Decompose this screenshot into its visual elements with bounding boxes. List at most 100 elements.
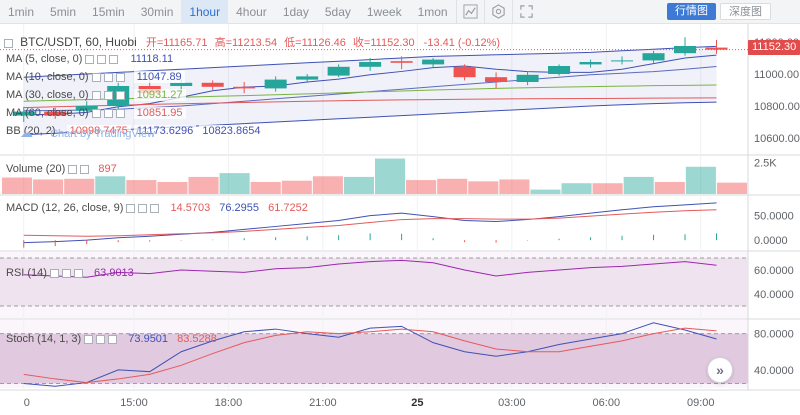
ma60-remove-icon[interactable]	[115, 108, 125, 118]
ma60-toggle-icon[interactable]	[91, 108, 101, 118]
bb-upper-value: 11173.6296	[133, 125, 197, 137]
timeframe-5min[interactable]: 5min	[50, 4, 77, 19]
candle-body	[170, 82, 193, 86]
candle-body	[642, 53, 665, 61]
macd-signal-value: 61.7252	[268, 202, 308, 214]
timeframe-30min[interactable]: 30min	[140, 4, 174, 19]
timeframe-4hour[interactable]: 4hour	[236, 4, 267, 19]
macd-label: MACD (12, 26, close, 9)	[6, 202, 124, 214]
ma30-settings-icon[interactable]	[103, 90, 113, 100]
timeframe-1day[interactable]: 1day	[282, 4, 309, 19]
ma5-toggle-icon[interactable]	[85, 54, 95, 64]
candle-body	[674, 46, 697, 54]
stoch-d-line	[23, 327, 717, 384]
settings-hex-icon[interactable]	[483, 0, 512, 24]
ma30-toggle-icon[interactable]	[91, 90, 101, 100]
candle-body	[548, 66, 571, 74]
candle-body	[264, 79, 287, 89]
candle-body	[516, 74, 539, 82]
timeframe-1week[interactable]: 1week	[366, 4, 402, 19]
ma5-remove-icon[interactable]	[109, 54, 119, 64]
toolbar: 1min 5min 15min 30min 1hour 4hour 1day 5day 1wee…	[0, 0, 800, 24]
collapse-toggle-icon[interactable]	[4, 38, 13, 48]
macd-settings-icon[interactable]	[138, 203, 148, 213]
ohlc-change: -13.41 (-0.12%)	[423, 37, 501, 49]
macd-line-value: 76.2955	[219, 202, 260, 214]
chart-canvas[interactable]: 11200.0011000.0010800.0010600.002.5K50.0…	[0, 24, 800, 415]
series-line-ma-60-close-0-	[23, 97, 717, 109]
time-tick-label: 21:00	[309, 397, 337, 409]
rsi-remove-icon[interactable]	[73, 268, 83, 278]
macd-hist-value: 14.5703	[170, 202, 211, 214]
timeframe-group: 1min 5min 15min 30min 1hour 4hour 1day 5day 1wee…	[0, 0, 456, 24]
timeframe-1hour[interactable]: 1hour	[181, 0, 229, 24]
timeframe-5day[interactable]: 5day	[324, 4, 351, 19]
time-tick-label: 09:00	[687, 397, 715, 409]
price-tick-label: 10600.00	[754, 133, 800, 145]
stoch-settings-icon[interactable]	[96, 334, 106, 344]
ma60-label: MA (60, close, 0)	[6, 107, 89, 119]
macd-remove-icon[interactable]	[150, 203, 160, 213]
timeframe-1mon[interactable]: 1mon	[417, 4, 448, 19]
volume-bar	[157, 181, 188, 194]
candle-body	[201, 82, 224, 87]
time-tick-label: 25	[411, 397, 423, 409]
scroll-to-realtime-button[interactable]: »	[707, 357, 733, 383]
macd-toggle-icon[interactable]	[126, 203, 136, 213]
price-tick-label: 11000.00	[754, 69, 799, 81]
rsi-toggle-icon[interactable]	[49, 268, 59, 278]
ma5-settings-icon[interactable]	[97, 54, 107, 64]
volume-toggle-icon[interactable]	[68, 164, 78, 174]
ma30-remove-icon[interactable]	[115, 90, 125, 100]
volume-bar	[219, 173, 250, 194]
rsi-label: RSI (14)	[6, 267, 47, 279]
timeframe-1min[interactable]: 1min	[8, 4, 35, 19]
tradingview-watermark[interactable]: ☁ Chart by TradingView	[20, 125, 155, 141]
ma30-label: MA (30, close, 0)	[6, 89, 89, 101]
candle-body	[12, 111, 35, 116]
timeframe-15min[interactable]: 15min	[92, 4, 125, 19]
rsi-value: 63.9013	[94, 267, 134, 279]
ma10-remove-icon[interactable]	[115, 72, 125, 82]
ticker-chart-button[interactable]: 行情图	[667, 3, 716, 20]
candle-body	[705, 47, 728, 50]
stoch-remove-icon[interactable]	[108, 334, 118, 344]
ma30-value: 10931.27	[133, 89, 186, 101]
ma10-toggle-icon[interactable]	[91, 72, 101, 82]
ohlc-open: 11165.71	[163, 37, 208, 49]
rsi-settings-icon[interactable]	[61, 268, 71, 278]
candle-body	[359, 62, 382, 67]
rsi-tick-label: 40.0000	[754, 289, 794, 301]
macd-tick-label: 0.0000	[754, 235, 788, 247]
ohlc-low-label: 低=	[284, 37, 302, 49]
depth-chart-button[interactable]: 深度图	[720, 3, 771, 20]
volume-settings-icon[interactable]	[80, 164, 90, 174]
volume-value: 897	[98, 163, 117, 175]
ohlc-high-label: 高=	[214, 37, 233, 49]
volume-bar	[126, 180, 157, 194]
ma10-settings-icon[interactable]	[103, 72, 113, 82]
volume-bar	[654, 181, 685, 194]
volume-bar	[312, 176, 343, 194]
candle-body	[485, 77, 508, 82]
ma60-settings-icon[interactable]	[103, 108, 113, 118]
bb-basis-value: 10998.7475	[66, 125, 131, 137]
ohlc-close: 11152.30	[370, 37, 415, 49]
main-legend: BTC/USDT, 60, Huobi 开=11165.71 高=11213.5…	[4, 34, 500, 50]
bb-lower-value: 10823.8654	[199, 125, 264, 137]
stoch-tick-label: 40.0000	[754, 365, 794, 377]
ma10-value: 11047.89	[133, 71, 185, 83]
ma5-value: 11118.11	[127, 53, 177, 65]
stoch-label: Stoch (14, 1, 3)	[6, 333, 82, 345]
time-tick-label: 06:00	[593, 397, 621, 409]
chart-type-icon[interactable]	[455, 0, 484, 24]
chart-area[interactable]: 11200.0011000.0010800.0010600.002.5K50.0…	[0, 24, 800, 415]
stoch-toggle-icon[interactable]	[84, 334, 94, 344]
symbol-title: BTC/USDT, 60, Huobi	[20, 35, 137, 49]
macd-signal-line	[23, 209, 717, 237]
fullscreen-icon[interactable]	[511, 0, 540, 24]
time-tick-label: 03:00	[498, 397, 526, 409]
ma30-legend: MA (30, close, 0) 10931.27	[6, 89, 186, 101]
stoch-tick-label: 80.0000	[754, 329, 794, 341]
volume-bar	[375, 158, 406, 194]
